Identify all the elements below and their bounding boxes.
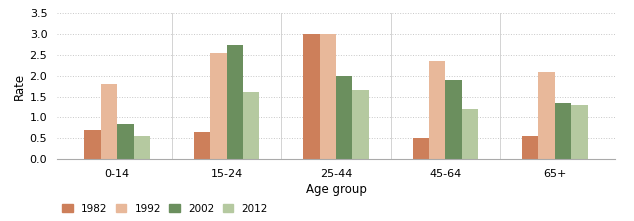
Bar bbox=[555, 103, 571, 159]
Bar bbox=[84, 130, 101, 159]
Bar bbox=[538, 72, 555, 159]
Bar bbox=[353, 90, 369, 159]
Bar bbox=[243, 92, 259, 159]
Bar bbox=[134, 136, 150, 159]
Legend: 1982, 1992, 2002, 2012: 1982, 1992, 2002, 2012 bbox=[62, 204, 268, 213]
Bar bbox=[522, 136, 538, 159]
Bar bbox=[462, 109, 478, 159]
Y-axis label: Rate: Rate bbox=[13, 73, 25, 100]
Bar bbox=[303, 34, 320, 159]
Bar bbox=[413, 138, 429, 159]
X-axis label: Age group: Age group bbox=[306, 183, 366, 196]
Bar bbox=[117, 124, 134, 159]
Bar bbox=[194, 132, 210, 159]
Bar bbox=[320, 34, 336, 159]
Bar bbox=[336, 76, 353, 159]
Bar bbox=[210, 53, 226, 159]
Bar bbox=[429, 61, 446, 159]
Bar bbox=[226, 44, 243, 159]
Bar bbox=[571, 105, 588, 159]
Bar bbox=[446, 80, 462, 159]
Bar bbox=[101, 84, 117, 159]
